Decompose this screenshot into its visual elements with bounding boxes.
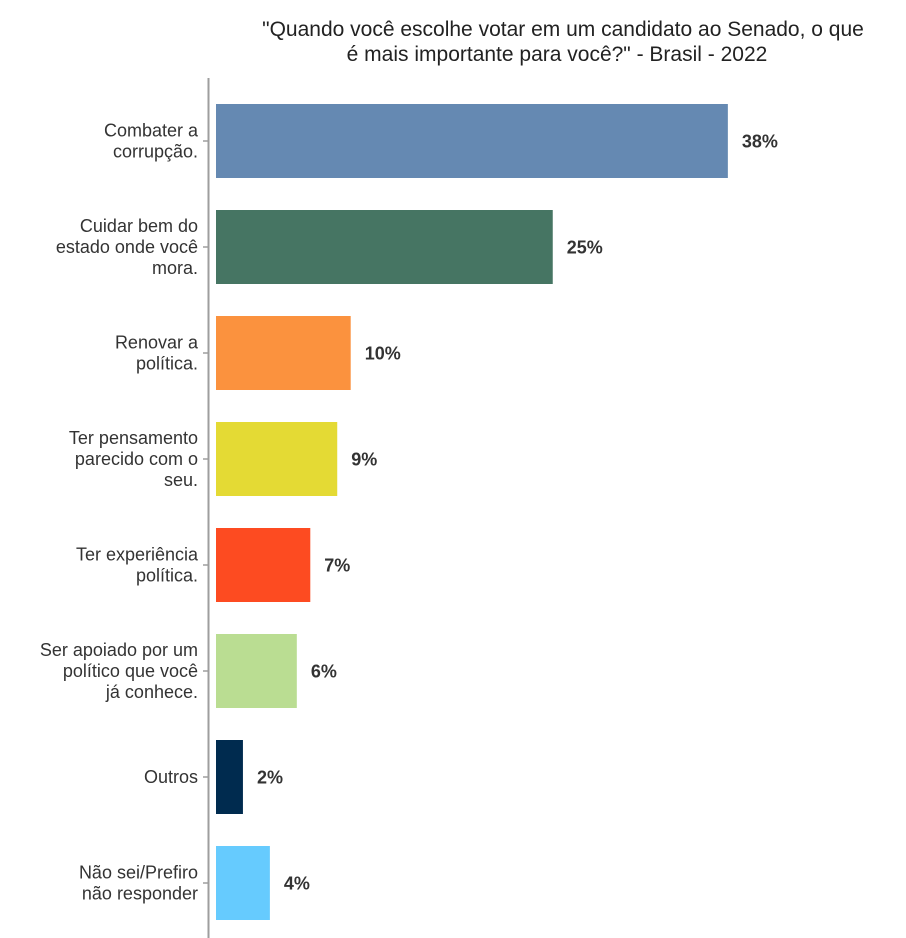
category-label-line: não responder [82, 884, 198, 904]
category-label-line: já conhece. [105, 682, 198, 702]
y-axis-ticks [203, 140, 208, 884]
category-label: Não sei/Prefiro não responder [79, 863, 198, 904]
category-label-line: mora. [152, 258, 198, 278]
data-labels: 38% 25% 10% 9% 7% 6% 2% 4% [257, 132, 778, 894]
bar [216, 422, 338, 496]
category-label-line: estado onde você [56, 237, 198, 257]
category-label: Ter experiência política. [76, 545, 199, 586]
data-label: 6% [311, 662, 337, 682]
data-label: 7% [324, 556, 350, 576]
category-label: Ter pensamento parecido com o seu. [69, 428, 198, 490]
category-label-line: Ter experiência [76, 545, 199, 565]
data-label: 9% [351, 450, 377, 470]
bar [216, 316, 351, 390]
title-line-2: é mais importante para você?" - Brasil -… [347, 43, 768, 66]
chart-title: "Quando você escolhe votar em um candida… [262, 18, 864, 66]
data-label: 38% [742, 132, 778, 152]
category-label-line: Outros [144, 767, 198, 787]
category-label-line: parecido com o [75, 449, 198, 469]
category-label-line: Não sei/Prefiro [79, 863, 198, 883]
bar [216, 210, 553, 284]
data-label: 10% [365, 344, 401, 364]
category-label-line: seu. [164, 470, 198, 490]
category-label-line: Ter pensamento [69, 428, 198, 448]
category-label-line: política. [136, 354, 198, 374]
category-label: Combater a corrupção. [104, 121, 199, 162]
category-labels: Combater a corrupção. Cuidar bem do estado … [40, 121, 199, 904]
title-line-1: "Quando você escolhe votar em um candida… [262, 18, 864, 41]
category-label-line: Ser apoiado por um [40, 640, 198, 660]
bar [216, 740, 243, 814]
category-label-line: Renovar a [115, 333, 199, 353]
category-label-line: Cuidar bem do [80, 216, 198, 236]
category-label: Cuidar bem do estado onde você mora. [56, 216, 198, 278]
category-label: Ser apoiado por um político que você já co… [40, 640, 198, 702]
category-label: Renovar a política. [115, 333, 199, 374]
category-label-line: político que você [63, 661, 198, 681]
category-label: Outros [144, 767, 198, 787]
category-label-line: corrupção. [113, 142, 198, 162]
category-label-line: Combater a [104, 121, 199, 141]
data-label: 4% [284, 874, 310, 894]
bar [216, 846, 270, 920]
data-label: 2% [257, 768, 283, 788]
bar [216, 528, 311, 602]
bar [216, 104, 728, 178]
category-label-line: política. [136, 566, 198, 586]
data-label: 25% [567, 238, 603, 258]
bars-group [216, 104, 728, 920]
bar [216, 634, 297, 708]
